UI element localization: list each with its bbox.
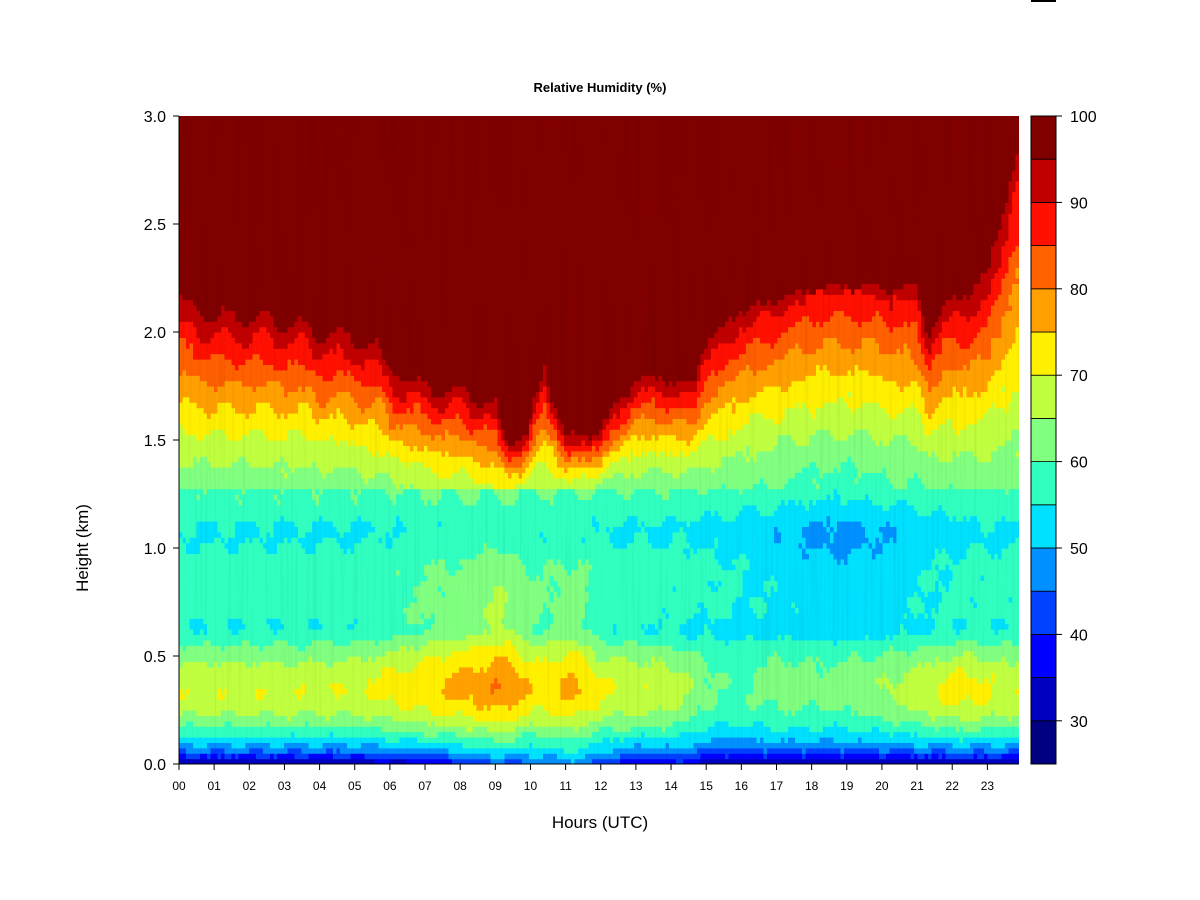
x-tick-label: 03 [278,779,292,793]
x-tick-label: 02 [243,779,257,793]
x-tick-label: 00 [172,779,186,793]
x-tick-label: 01 [207,779,221,793]
streak-texture [179,116,1019,764]
x-tick-label: 05 [348,779,362,793]
corner-mark [1031,0,1056,2]
x-tick-label: 04 [313,779,327,793]
chart-title: Relative Humidity (%) [533,80,667,95]
